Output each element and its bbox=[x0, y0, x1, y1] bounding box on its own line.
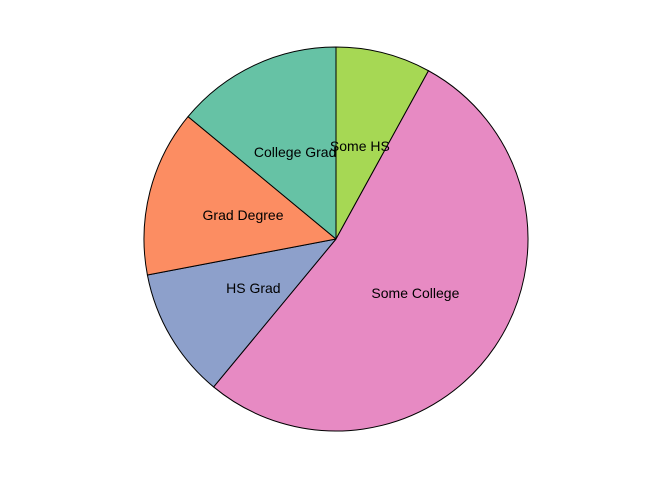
pie-label-hs-grad: HS Grad bbox=[226, 280, 280, 296]
pie-slice-some-college bbox=[213, 70, 529, 432]
pie-labels: Some HS Some College HS Grad Grad Degree Col… bbox=[203, 138, 460, 301]
pie-slices bbox=[143, 46, 529, 432]
pie-label-some-college: Some College bbox=[371, 285, 459, 301]
pie-label-some-hs: Some HS bbox=[330, 138, 390, 154]
pie-slice-some-hs bbox=[335, 46, 429, 240]
pie-label-college-grad: College Grad bbox=[254, 144, 337, 160]
pie-slice-grad-degree bbox=[143, 116, 337, 276]
pie-label-grad-degree: Grad Degree bbox=[203, 207, 284, 223]
pie-slice-college-grad bbox=[187, 46, 337, 240]
pie-slice-hs-grad bbox=[146, 238, 337, 388]
